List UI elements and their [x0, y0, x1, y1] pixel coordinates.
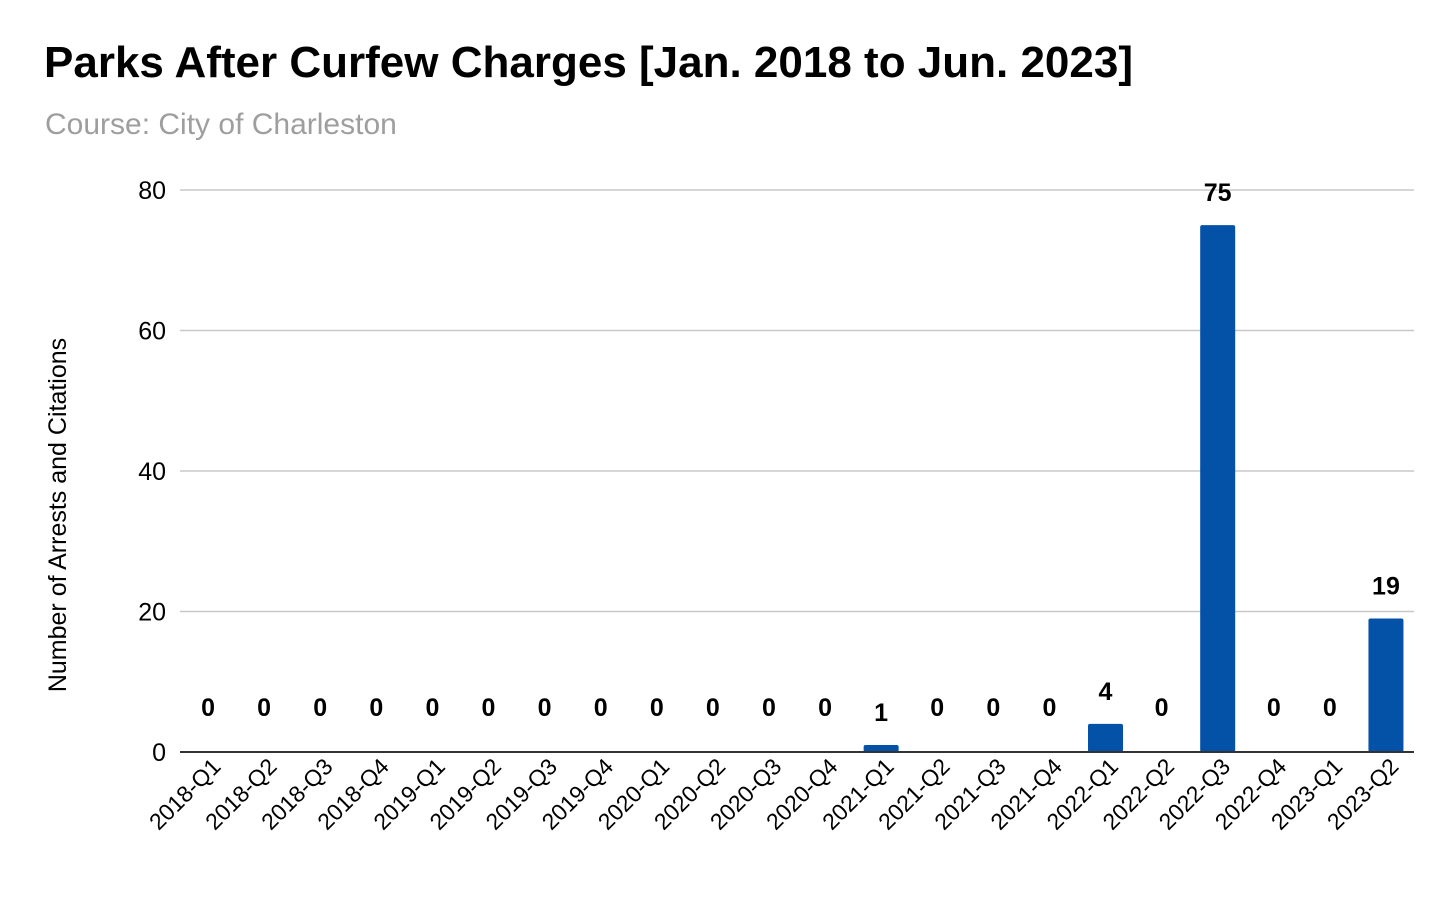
data-label: 4 [1099, 678, 1113, 706]
data-label: 0 [425, 694, 439, 722]
data-label: 0 [930, 694, 944, 722]
data-label: 0 [986, 694, 1000, 722]
data-label: 0 [369, 694, 383, 722]
y-axis-title: Number of Arrests and Citations [44, 338, 72, 692]
data-label: 0 [538, 694, 552, 722]
data-label: 0 [762, 694, 776, 722]
bar-2022-Q3 [1200, 225, 1236, 752]
x-axis-ticks: 2018-Q12018-Q22018-Q32018-Q42019-Q12019-… [144, 753, 1404, 835]
bar-2022-Q1 [1088, 723, 1123, 752]
chart-subtitle: Course: City of Charleston [45, 108, 397, 141]
y-axis-ticks: 0 20 40 60 80 [138, 177, 166, 767]
y-tick-label: 60 [138, 318, 166, 346]
y-tick-label: 80 [138, 177, 166, 205]
data-label: 0 [313, 694, 327, 722]
bar-2021-Q1 [863, 744, 899, 752]
bars [863, 225, 1404, 752]
y-tick-label: 40 [138, 458, 166, 486]
data-label: 0 [257, 694, 271, 722]
data-label: 0 [482, 694, 496, 722]
data-label: 0 [594, 694, 608, 722]
chart-title: Parks After Curfew Charges [Jan. 2018 to… [44, 38, 1133, 87]
data-labels: 0 0 0 0 0 0 0 0 0 0 0 0 1 0 0 0 4 0 75 0 0 19 [201, 179, 1400, 727]
data-label: 0 [1042, 694, 1056, 722]
data-label: 1 [874, 699, 888, 727]
data-label: 75 [1204, 179, 1232, 207]
y-tick-label: 20 [138, 599, 166, 627]
data-label: 0 [1155, 694, 1169, 722]
data-label: 0 [706, 694, 720, 722]
data-label: 0 [1267, 694, 1281, 722]
data-label: 0 [818, 694, 832, 722]
data-label: 0 [201, 694, 215, 722]
data-label: 0 [650, 694, 664, 722]
data-label: 0 [1323, 694, 1337, 722]
y-tick-label: 0 [152, 739, 166, 767]
data-label: 19 [1372, 573, 1400, 601]
bar-2023-Q2 [1368, 618, 1404, 752]
